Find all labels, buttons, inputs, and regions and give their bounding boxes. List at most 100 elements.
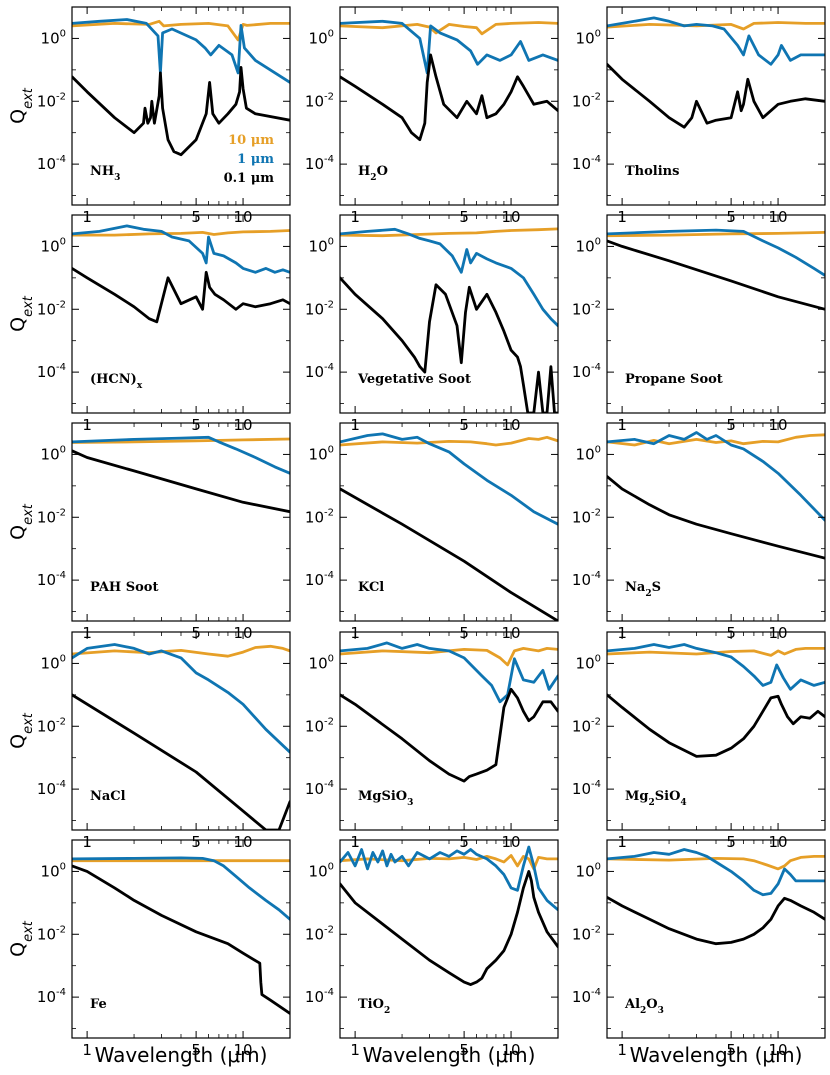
series-line xyxy=(607,239,825,311)
y-tick-label: 10-4 xyxy=(37,154,66,173)
y-tick-label: 10-2 xyxy=(305,507,334,526)
y-tick-label: 100 xyxy=(576,861,601,880)
y-tick-label: 10-2 xyxy=(572,924,601,943)
panel-al2o3: 1 5 10 10-4 10-2 100 Al2O3 xyxy=(572,839,826,1059)
series-line xyxy=(340,432,558,526)
series-line xyxy=(72,856,290,921)
series-line xyxy=(72,66,290,157)
series-line xyxy=(340,276,558,413)
y-tick-label: 10-2 xyxy=(37,716,66,735)
y-tick-label: 10-2 xyxy=(37,924,66,943)
series-line xyxy=(72,449,290,514)
y-tick-label: 10-4 xyxy=(37,570,66,589)
x-axis-label: Wavelength (μm) xyxy=(95,1043,268,1067)
series-line xyxy=(72,864,290,1015)
curves xyxy=(340,845,558,986)
y-tick-label: 10-4 xyxy=(572,570,601,589)
x-tick-label: 10 xyxy=(234,1041,253,1059)
x-tick-label: 5 xyxy=(191,1041,201,1059)
y-tick-label: 10-4 xyxy=(305,362,334,381)
y-tick-label: 10-4 xyxy=(37,779,66,798)
species-label: Vegetative Soot xyxy=(357,372,471,387)
series-line xyxy=(72,644,290,658)
series-line xyxy=(607,230,825,238)
series-line xyxy=(340,227,558,328)
y-tick-label: 10-2 xyxy=(572,716,601,735)
x-axis-label: Wavelength (μm) xyxy=(363,1043,536,1067)
curves xyxy=(72,435,290,514)
y-tick-label: 10-2 xyxy=(572,91,601,110)
species-label: (HCN)x xyxy=(90,372,143,391)
species-label: MgSiO3 xyxy=(358,789,413,808)
series-line xyxy=(340,53,558,142)
series-line xyxy=(72,435,290,475)
x-tick-label: 1 xyxy=(617,1041,627,1059)
curves xyxy=(607,643,825,758)
y-tick-label: 10-2 xyxy=(305,299,334,318)
y-tick-label: 100 xyxy=(309,28,334,47)
curves xyxy=(72,856,290,1015)
curves xyxy=(340,432,558,621)
y-tick-label: 100 xyxy=(41,236,66,255)
species-label: TiO2 xyxy=(358,997,390,1016)
x-axis-label: Wavelength (μm) xyxy=(630,1043,803,1067)
series-line xyxy=(607,431,825,522)
series-line xyxy=(340,870,558,986)
series-line xyxy=(607,474,825,560)
legend-entry: 1 μm xyxy=(237,152,274,167)
y-tick-label: 10-4 xyxy=(305,154,334,173)
y-tick-label: 10-4 xyxy=(572,987,601,1006)
curves xyxy=(72,18,290,157)
curves xyxy=(607,16,825,129)
series-line xyxy=(607,62,825,129)
x-tick-label: 5 xyxy=(726,1041,736,1059)
legend-entry: 10 μm xyxy=(228,133,274,148)
curves xyxy=(72,643,290,830)
curves xyxy=(607,848,825,946)
y-axis-label: Qext xyxy=(7,295,36,332)
y-tick-label: 10-4 xyxy=(305,987,334,1006)
curves xyxy=(340,227,558,413)
species-label: Al2O3 xyxy=(624,997,664,1016)
species-label: KCl xyxy=(358,580,384,595)
curves xyxy=(340,19,558,142)
series-line xyxy=(340,19,558,75)
y-tick-label: 100 xyxy=(309,861,334,880)
y-tick-label: 100 xyxy=(309,653,334,672)
y-tick-label: 100 xyxy=(41,28,66,47)
x-tick-label: 1 xyxy=(350,1041,360,1059)
series-line xyxy=(607,693,825,758)
species-label: Propane Soot xyxy=(625,372,723,387)
y-axis-label: Qext xyxy=(7,87,36,124)
y-tick-label: 100 xyxy=(41,861,66,880)
curves xyxy=(607,228,825,311)
panel-tio2: 1 5 10 10-4 10-2 100 TiO2 xyxy=(305,839,559,1059)
series-line xyxy=(607,433,825,447)
y-tick-label: 10-2 xyxy=(37,507,66,526)
y-tick-label: 10-4 xyxy=(572,779,601,798)
y-tick-label: 10-2 xyxy=(305,716,334,735)
y-axis-label: Qext xyxy=(7,712,36,749)
x-tick-label: 10 xyxy=(502,1041,521,1059)
species-label: Tholins xyxy=(625,164,679,179)
y-tick-label: 100 xyxy=(576,28,601,47)
series-line xyxy=(340,641,558,704)
series-line xyxy=(72,19,290,42)
species-label: H2O xyxy=(358,164,388,183)
species-label: Fe xyxy=(90,997,107,1012)
panel-fe: 1 5 10 10-4 10-2 100 Fe xyxy=(37,839,291,1059)
panels: 1 5 10 10-4 10-2 100 NH3 10 μm 1 μm 0.1 μm 1 5 10 10-… xyxy=(37,6,826,1059)
series-line xyxy=(607,228,825,277)
y-tick-label: 100 xyxy=(576,653,601,672)
